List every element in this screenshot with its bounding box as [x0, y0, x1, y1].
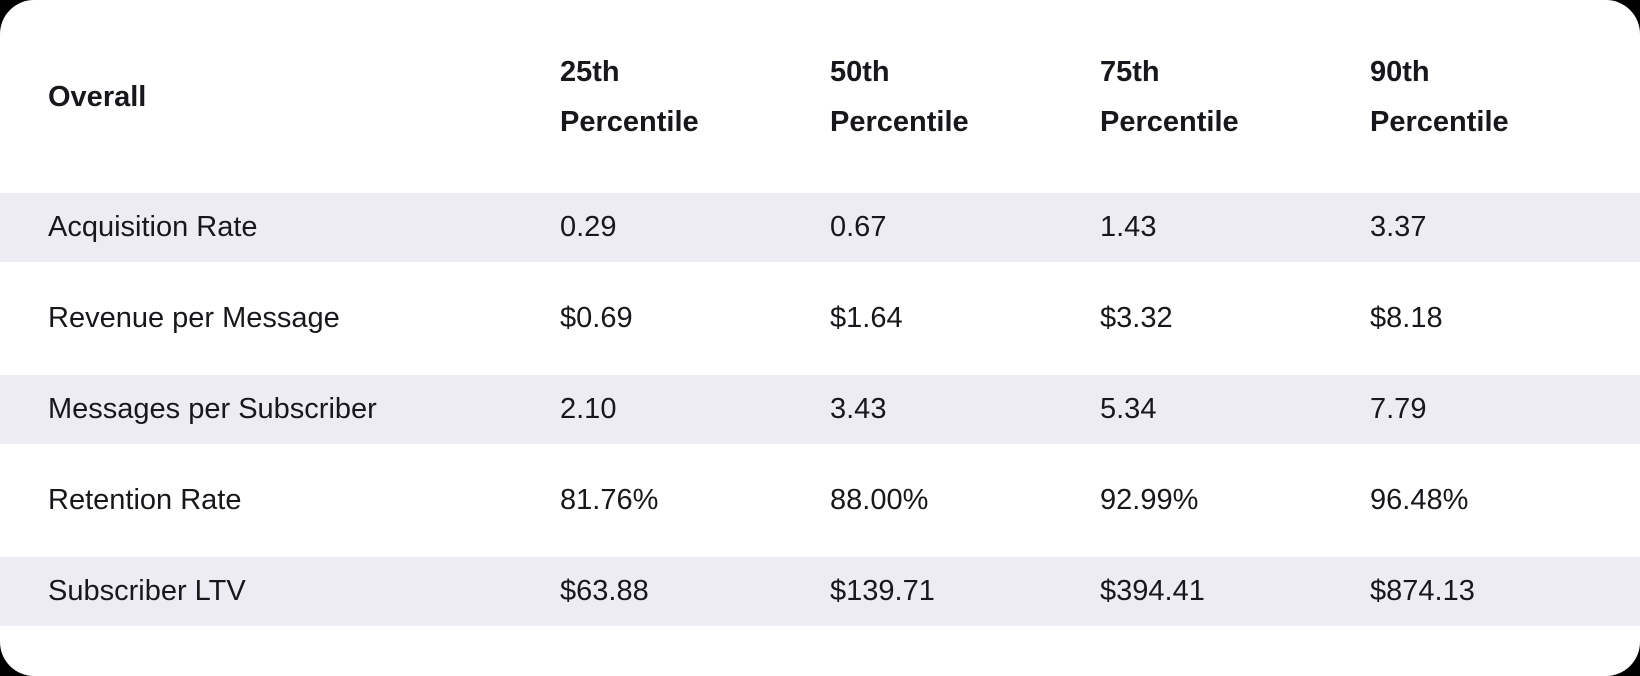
cell-value: $394.41	[1100, 557, 1370, 626]
header-50th-percentile-label: 50th Percentile	[830, 55, 969, 138]
table-header-row: Overall 25th Percentile 50th Percentile …	[0, 22, 1640, 171]
table-row-subscriber-ltv: Subscriber LTV $63.88 $139.71 $394.41 $8…	[0, 557, 1640, 626]
table-row-revenue-per-message: Revenue per Message $0.69 $1.64 $3.32 $8…	[0, 284, 1640, 353]
cell-value: 5.34	[1100, 375, 1370, 444]
cell-value: 1.43	[1100, 193, 1370, 262]
cell-value: 3.43	[830, 375, 1100, 444]
cell-value: 2.10	[560, 375, 830, 444]
header-50th-percentile: 50th Percentile	[830, 22, 1100, 171]
header-75th-percentile-label: 75th Percentile	[1100, 55, 1239, 138]
row-label: Retention Rate	[48, 484, 242, 516]
cell-value: $3.32	[1100, 302, 1173, 334]
cell-value: 0.67	[830, 193, 1100, 262]
cell-value: 81.76%	[560, 484, 659, 516]
table-row-messages-per-subscriber: Messages per Subscriber 2.10 3.43 5.34 7…	[0, 375, 1640, 444]
cell-value: $874.13	[1370, 557, 1640, 626]
header-25th-percentile-label: 25th Percentile	[560, 55, 699, 138]
row-label: Messages per Subscriber	[0, 375, 560, 444]
header-90th-percentile: 90th Percentile	[1370, 22, 1640, 171]
header-90th-percentile-label: 90th Percentile	[1370, 55, 1509, 138]
header-overall: Overall	[48, 80, 147, 113]
row-label: Revenue per Message	[48, 302, 340, 334]
header-25th-percentile: 25th Percentile	[560, 22, 830, 171]
header-75th-percentile: 75th Percentile	[1100, 22, 1370, 171]
cell-value: $63.88	[560, 557, 830, 626]
cell-value: $8.18	[1370, 302, 1443, 334]
cell-value: 96.48%	[1370, 484, 1469, 516]
cell-value: $1.64	[830, 302, 903, 334]
cell-value: $0.69	[560, 302, 633, 334]
cell-value: 0.29	[560, 193, 830, 262]
table-row-retention-rate: Retention Rate 81.76% 88.00% 92.99% 96.4…	[0, 466, 1640, 535]
cell-value: 3.37	[1370, 193, 1640, 262]
cell-value: 92.99%	[1100, 484, 1199, 516]
cell-value: 88.00%	[830, 484, 929, 516]
row-label: Acquisition Rate	[0, 193, 560, 262]
cell-value: 7.79	[1370, 375, 1640, 444]
row-label: Subscriber LTV	[0, 557, 560, 626]
cell-value: $139.71	[830, 557, 1100, 626]
table-row-acquisition-rate: Acquisition Rate 0.29 0.67 1.43 3.37	[0, 193, 1640, 262]
percentile-table: Overall 25th Percentile 50th Percentile …	[0, 22, 1640, 626]
